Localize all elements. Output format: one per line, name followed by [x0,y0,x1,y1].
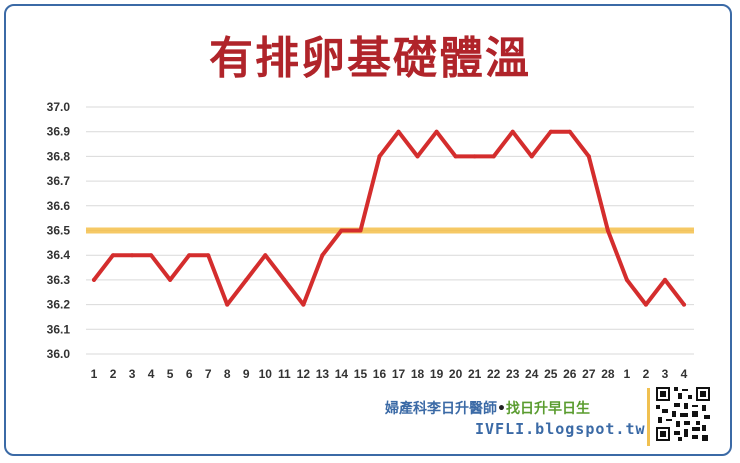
credit-separator: • [497,401,506,417]
data-point [682,302,686,307]
y-tick-label: 36.5 [47,224,71,238]
x-tick-label: 1 [91,367,98,381]
y-tick-label: 36.8 [47,149,71,163]
data-point [548,129,553,134]
y-tick-label: 37.0 [47,100,71,114]
data-point [643,302,648,307]
y-tick-label: 36.3 [47,273,71,287]
x-tick-label: 20 [449,367,463,381]
x-tick-label: 9 [243,367,250,381]
x-tick-label: 12 [297,367,311,381]
x-tick-label: 1 [624,367,631,381]
qr-code-icon[interactable] [654,385,712,443]
x-tick-label: 21 [468,367,482,381]
data-point [92,277,96,282]
x-tick-label: 13 [316,367,330,381]
x-tick-label: 2 [643,367,650,381]
x-tick-label: 15 [354,367,368,381]
credit-slogan: 找日升早日生 [505,401,590,417]
data-point [282,277,287,282]
data-point [396,129,401,134]
x-tick-label: 24 [525,367,539,381]
data-point [434,129,439,134]
x-tick-label: 19 [430,367,444,381]
x-tick-label: 10 [259,367,273,381]
data-point [358,228,363,233]
data-point [662,277,667,282]
x-tick-label: 14 [335,367,349,381]
x-tick-label: 2 [110,367,117,381]
data-point [586,154,591,159]
data-point [453,154,458,159]
data-point [529,154,534,159]
x-tick-label: 4 [148,367,155,381]
x-tick-label: 25 [544,367,558,381]
x-tick-label: 17 [392,367,406,381]
data-point [339,228,344,233]
data-point [624,277,629,282]
data-point [168,277,173,282]
data-point [301,302,306,307]
data-point [225,302,230,307]
x-tick-label: 5 [167,367,174,381]
data-point [206,253,211,258]
x-tick-label: 3 [662,367,669,381]
x-tick-label: 28 [601,367,615,381]
data-point [149,253,154,258]
credit-doctor: 婦產科李日升醫師 [385,401,497,417]
data-point [111,253,116,258]
data-point [567,129,572,134]
credit-line: 婦產科李日升醫師•找日升早日生 [385,398,590,418]
x-tick-label: 18 [411,367,425,381]
data-point [263,253,268,258]
y-tick-label: 36.2 [47,298,71,312]
chart-title: 有排卵基礎體溫 [209,33,531,84]
data-point [377,154,382,159]
data-point [472,154,477,159]
y-tick-label: 36.6 [47,199,71,213]
temperature-line [92,129,686,307]
data-point [510,129,515,134]
x-tick-label: 27 [582,367,596,381]
data-point [130,253,135,258]
x-tick-label: 16 [373,367,387,381]
x-tick-label: 23 [506,367,520,381]
footer-divider [647,388,650,446]
x-tick-label: 8 [224,367,231,381]
x-tick-label: 26 [563,367,577,381]
y-tick-label: 36.7 [47,174,71,188]
data-point [415,154,420,159]
y-tick-label: 36.1 [47,322,71,336]
data-point [491,154,496,159]
data-point [187,253,192,258]
x-tick-label: 6 [186,367,193,381]
y-tick-label: 36.4 [47,248,71,262]
x-tick-label: 4 [681,367,688,381]
x-tick-label: 11 [278,367,291,381]
data-point [320,253,325,258]
x-tick-label: 7 [205,367,212,381]
blog-url[interactable]: IVFLI.blogspot.tw [475,420,646,438]
data-point [605,228,610,233]
y-tick-label: 36.9 [47,125,71,139]
x-tick-label: 3 [129,367,136,381]
data-point [244,277,249,282]
x-tick-label: 22 [487,367,501,381]
y-tick-label: 36.0 [47,347,71,361]
